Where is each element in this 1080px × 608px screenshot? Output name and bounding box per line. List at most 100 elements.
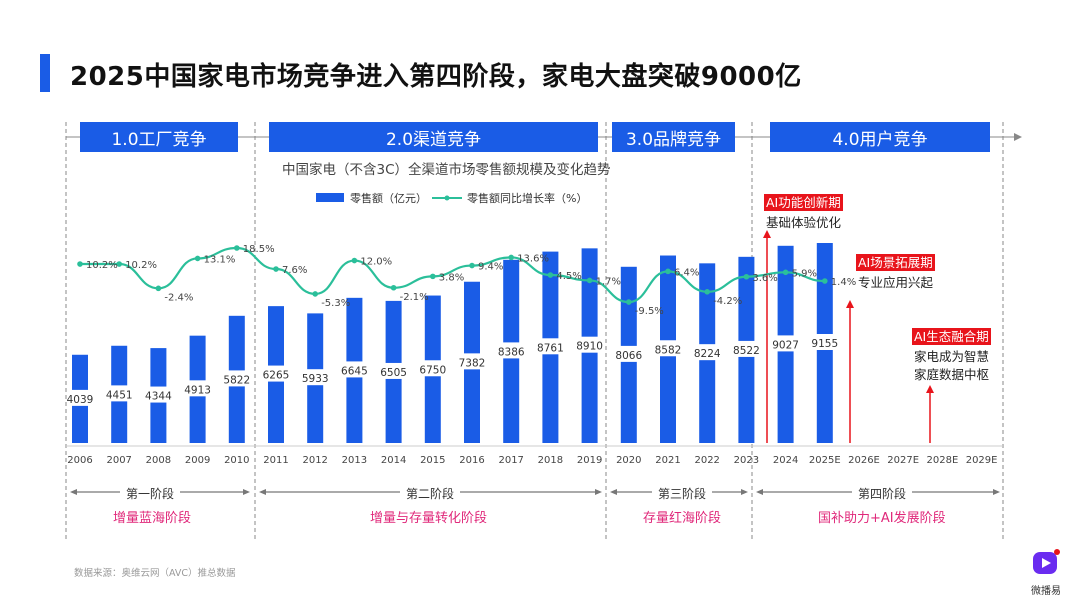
- growth-point: [469, 262, 475, 269]
- phase-arrow-head: [756, 489, 763, 495]
- bar-value-label: 6645: [341, 365, 368, 377]
- bar-label-gap: [698, 344, 717, 361]
- data-source: 数据来源：奥维云网（AVC）推总数据: [74, 568, 236, 579]
- ai-arrow-head: [846, 300, 854, 308]
- phase-arrow-head: [259, 489, 266, 495]
- growth-value-label: 10.2%: [125, 260, 157, 271]
- growth-point: [351, 257, 358, 264]
- logo-text: 微播易: [1031, 586, 1061, 597]
- growth-point: [782, 269, 789, 276]
- x-tick-label: 2027E: [887, 455, 919, 466]
- chart-title: 中国家电（不含3C）全渠道市场零售额规模及变化趋势: [282, 161, 611, 178]
- growth-point: [586, 277, 593, 284]
- bar-label-gap: [423, 360, 442, 377]
- annotation-title: AI生态融合期: [912, 328, 991, 345]
- bar-value-label: 4344: [145, 391, 172, 403]
- growth-value-label: -2.4%: [164, 292, 193, 303]
- bar-value-label: 6505: [380, 367, 407, 379]
- growth-value-label: 6.4%: [674, 267, 699, 278]
- annotation-text: 专业应用兴起: [858, 275, 934, 290]
- growth-value-label: 7.6%: [282, 265, 307, 276]
- phase-arrow-head: [610, 489, 617, 495]
- growth-point: [273, 266, 279, 272]
- growth-value-label: 10.2%: [86, 260, 118, 271]
- x-tick-label: 2021: [655, 455, 680, 466]
- bar-label-gap: [619, 345, 638, 362]
- bar-label-gap: [110, 385, 129, 402]
- x-tick-label: 2029E: [966, 455, 998, 466]
- bar-value-label: 9155: [811, 338, 838, 350]
- phase-desc: 增量与存量转化阶段: [370, 511, 488, 526]
- growth-value-label: 4.5%: [556, 271, 581, 282]
- x-tick-label: 2023: [734, 455, 759, 466]
- legend-bar-label: 零售额（亿元）: [350, 191, 427, 205]
- stage-arrow-head: [1014, 133, 1022, 141]
- growth-line: [80, 246, 825, 304]
- stage-4: 4.0用户竞争: [770, 122, 990, 152]
- stage-2: 2.0渠道竞争: [269, 122, 598, 152]
- legend-line-marker: [444, 195, 450, 201]
- bar-label-gap: [149, 386, 168, 403]
- bar-value-label: 8224: [694, 348, 721, 360]
- play-logo-icon: [1033, 549, 1060, 574]
- phase-arrow-head: [993, 489, 1000, 495]
- x-tick-label: 2010: [224, 455, 249, 466]
- growth-value-label: -5.3%: [321, 298, 350, 309]
- growth-value-label: 18.5%: [243, 244, 275, 255]
- bar-label-gap: [188, 380, 207, 397]
- growth-value-label: 1.7%: [596, 276, 621, 287]
- growth-value-label: 9.4%: [478, 262, 503, 273]
- growth-value-label: 12.0%: [360, 257, 392, 268]
- x-tick-label: 2011: [263, 455, 288, 466]
- x-tick-label: 2015: [420, 455, 445, 466]
- phase-arrow-head: [70, 489, 77, 495]
- bar-label-gap: [737, 340, 756, 357]
- growth-point: [390, 284, 397, 291]
- bar-value-label: 8386: [498, 346, 525, 358]
- growth-point: [743, 273, 750, 280]
- growth-point: [704, 289, 710, 295]
- growth-value-label: -2.1%: [400, 292, 429, 303]
- x-tick-label: 2024: [773, 455, 798, 466]
- bar-value-label: 8910: [576, 341, 603, 353]
- growth-value-label: 13.6%: [517, 253, 549, 264]
- legend: 零售额（亿元） 零售额同比增长率（%）: [316, 191, 587, 205]
- phase-arrow-head: [741, 489, 748, 495]
- x-tick-label: 2008: [146, 455, 171, 466]
- phase-label: 第一阶段: [120, 485, 181, 502]
- bar-label-gap: [384, 362, 403, 379]
- bar-label-gap: [463, 353, 481, 370]
- growth-value-label: 3.6%: [752, 273, 777, 284]
- legend-line-label: 零售额同比增长率（%）: [467, 191, 587, 205]
- growth-point: [77, 261, 83, 267]
- x-tick-label: 2019: [577, 455, 602, 466]
- bar-value-label: 5933: [302, 373, 329, 385]
- phase-desc: 存量红海阶段: [643, 511, 722, 526]
- stage-1: 1.0工厂竞争: [80, 122, 238, 152]
- bar-value-label: 4451: [106, 389, 133, 401]
- growth-point: [194, 255, 201, 262]
- x-tick-label: 2016: [459, 455, 484, 466]
- ai-arrow-head: [763, 230, 771, 238]
- x-tick-label: 2013: [342, 455, 367, 466]
- x-tick-label: 2022: [694, 455, 719, 466]
- growth-point: [665, 268, 671, 275]
- growth-value-label: -4.2%: [713, 296, 742, 307]
- x-tick-label: 2025E: [809, 455, 841, 466]
- bar-label-gap: [659, 340, 677, 357]
- growth-value-label: 5.9%: [792, 268, 817, 279]
- x-tick-label: 2012: [302, 455, 327, 466]
- growth-value-label: 3.8%: [439, 272, 464, 283]
- x-tick-label: 2007: [106, 455, 131, 466]
- x-tick-label: 2006: [67, 455, 92, 466]
- bar-label-gap: [227, 370, 246, 387]
- x-tick-label: 2017: [498, 455, 523, 466]
- bar-value-label: 9027: [772, 339, 799, 351]
- bar-label-gap: [541, 338, 560, 355]
- growth-value-label: -9.5%: [635, 306, 664, 317]
- annotation-title: AI场景拓展期: [856, 254, 935, 271]
- title-accent-bar: [40, 54, 50, 92]
- bar-value-label: 6265: [263, 370, 290, 382]
